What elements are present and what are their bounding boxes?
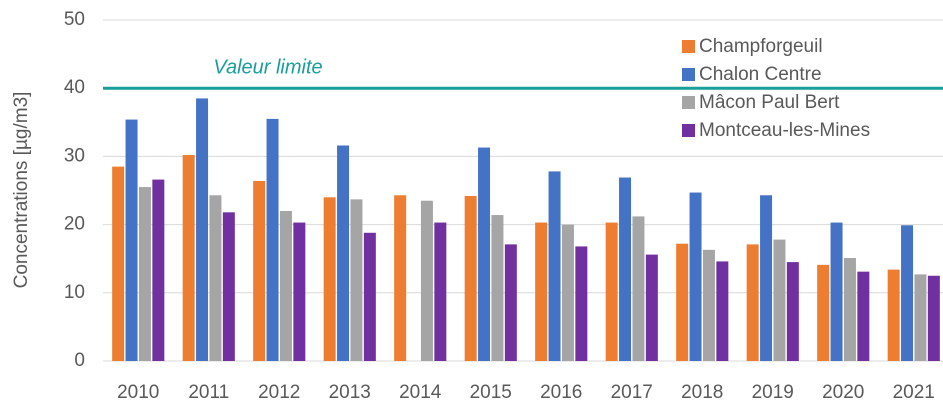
bar [830,222,843,361]
bar [152,179,165,361]
legend-label: Mâcon Paul Bert [699,92,840,113]
bar [689,192,702,361]
bar [927,275,940,361]
bar [504,244,517,361]
bar [914,274,927,361]
bar [857,271,870,361]
bar [182,155,195,361]
legend-swatch [682,96,695,109]
y-tick-label: 40 [64,77,85,98]
x-tick-label: 2021 [893,382,935,403]
x-tick-label: 2015 [470,382,512,403]
bar [253,180,266,361]
x-tick-label: 2011 [188,382,229,403]
y-tick-label: 20 [64,214,85,235]
bar [112,166,125,361]
bar [843,258,856,361]
bar [350,199,363,361]
bar [222,212,235,361]
y-tick-label: 10 [64,282,85,303]
bar [760,195,773,361]
legend-swatch [682,40,695,53]
limit-label: Valeur limite [213,56,322,78]
bar [394,195,407,361]
bar [138,187,151,361]
bar [363,232,376,361]
bar [337,145,350,361]
bar [266,118,279,361]
x-tick-label: 2019 [752,382,794,403]
bar [323,197,336,361]
bar [434,222,447,361]
bar [293,222,306,361]
bar [676,243,689,361]
bar [901,225,914,361]
bar [420,200,433,361]
legend-swatch [682,68,695,81]
y-tick-label: 50 [64,9,85,30]
bar [887,269,900,361]
x-tick-label: 2018 [681,382,723,403]
bar [209,195,222,361]
x-tick-label: 2016 [540,382,582,403]
x-tick-label: 2014 [399,382,442,403]
bar [619,177,632,361]
bar [196,98,209,362]
bar [645,254,658,361]
bar [817,264,830,361]
bar [575,246,588,361]
bar [535,222,548,361]
bar [464,195,477,361]
x-tick-label: 2010 [117,382,159,403]
x-tick-label: 2017 [611,382,653,403]
bar [491,215,504,361]
x-tick-label: 2020 [822,382,864,403]
bar [548,171,561,361]
bar [786,262,799,361]
bar [125,119,138,362]
legend-swatch [682,124,695,137]
y-tick-label: 30 [64,145,85,166]
bar [746,244,759,361]
legend-label: Chalon Centre [699,64,822,85]
legend-label: Montceau-les-Mines [699,120,870,141]
bar [773,239,786,361]
bar [632,216,645,361]
bar [716,261,729,361]
x-tick-label: 2012 [258,382,300,403]
x-tick-label: 2013 [329,382,371,403]
y-axis-label: Concentrations [µg/m3] [11,92,32,289]
bar [702,249,715,361]
bar [561,224,574,361]
y-tick-label: 0 [74,350,85,371]
bar [605,222,618,361]
bar [478,147,491,361]
legend-label: Champforgeuil [699,36,823,57]
bar [279,210,292,361]
